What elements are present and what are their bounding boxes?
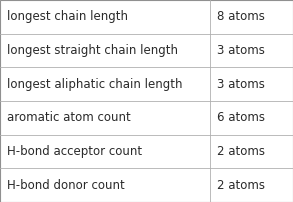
Text: aromatic atom count: aromatic atom count [7, 111, 131, 124]
Text: H-bond acceptor count: H-bond acceptor count [7, 145, 142, 158]
Text: longest chain length: longest chain length [7, 10, 128, 23]
Text: longest aliphatic chain length: longest aliphatic chain length [7, 78, 183, 91]
Text: 8 atoms: 8 atoms [217, 10, 265, 23]
Text: 2 atoms: 2 atoms [217, 145, 265, 158]
Text: H-bond donor count: H-bond donor count [7, 179, 125, 192]
Text: 3 atoms: 3 atoms [217, 78, 265, 91]
Text: 6 atoms: 6 atoms [217, 111, 265, 124]
Text: 2 atoms: 2 atoms [217, 179, 265, 192]
Text: longest straight chain length: longest straight chain length [7, 44, 178, 57]
Text: 3 atoms: 3 atoms [217, 44, 265, 57]
